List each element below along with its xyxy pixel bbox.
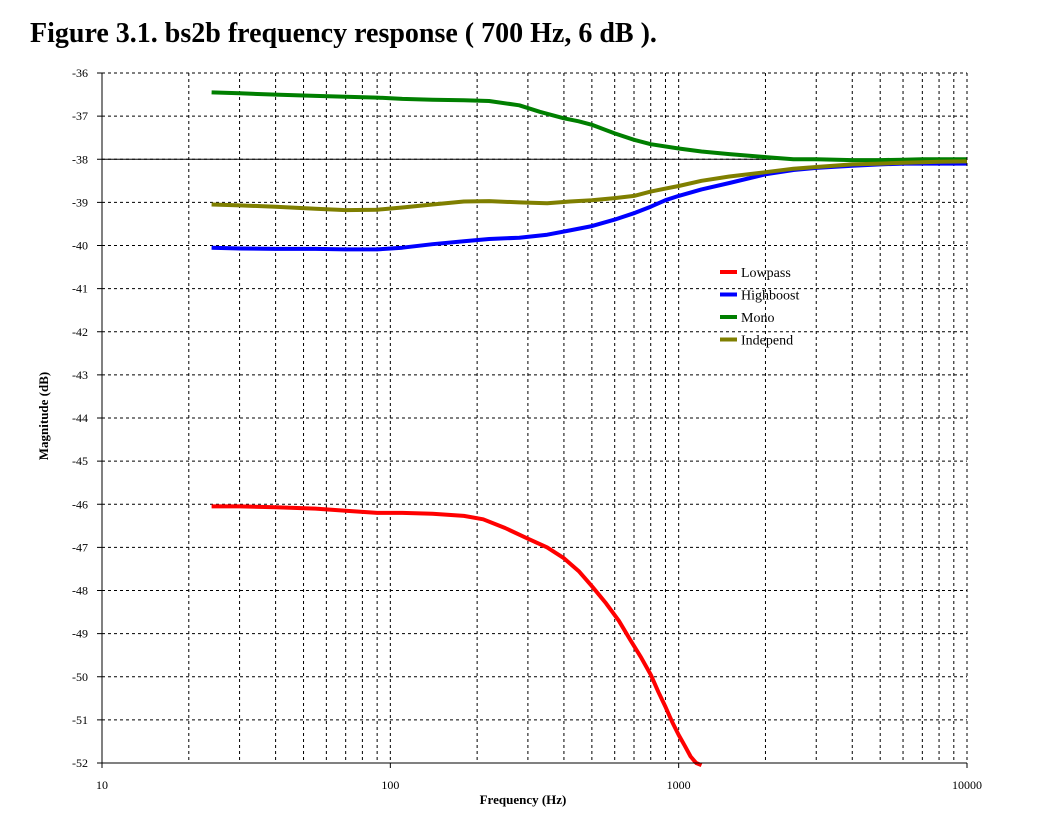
- series-line-independ: [211, 159, 968, 213]
- y-tick-label: -40: [72, 239, 88, 253]
- y-tick-label: -51: [72, 713, 88, 727]
- series-line-highboost: [211, 161, 967, 252]
- y-tick-label: -46: [72, 497, 88, 511]
- x-tick-label: 10: [96, 778, 108, 792]
- y-tick-label: -37: [72, 109, 88, 123]
- series-line-mono: [211, 90, 967, 163]
- legend-label-mono: Mono: [741, 311, 774, 326]
- y-tick-label: -43: [72, 368, 88, 382]
- y-tick-label: -50: [72, 670, 88, 684]
- series-layer: [211, 90, 968, 768]
- x-axis-label: Frequency (Hz): [480, 792, 567, 807]
- y-tick-label: -41: [72, 282, 88, 296]
- x-tick-label: 10000: [952, 778, 982, 792]
- legend-label-lowpass: Lowpass: [741, 266, 791, 281]
- y-tick-label: -36: [72, 66, 88, 80]
- y-axis-label: Magnitude (dB): [36, 372, 51, 460]
- y-tick-label: -38: [72, 152, 88, 166]
- series-line-lowpass: [211, 504, 703, 768]
- y-tick-label: -42: [72, 325, 88, 339]
- y-tick-label: -39: [72, 195, 88, 209]
- x-tick-label: 1000: [667, 778, 691, 792]
- y-tick-label: -49: [72, 627, 88, 641]
- figure-title: Figure 3.1. bs2b frequency response ( 70…: [30, 18, 657, 49]
- y-tick-label: -45: [72, 454, 88, 468]
- legend-label-independ: Independ: [741, 334, 793, 349]
- grid: [101, 72, 967, 764]
- legend-label-highboost: Highboost: [741, 289, 799, 304]
- y-tick-label: -52: [72, 756, 88, 770]
- x-tick-label: 100: [381, 778, 399, 792]
- y-tick-label: -44: [72, 411, 88, 425]
- legend: Lowpass Highboost Mono Independ: [720, 266, 799, 349]
- y-tick-label: -47: [72, 540, 88, 554]
- y-tick-label: -48: [72, 584, 88, 598]
- tick-labels: -36 -37 -38 -39 -40 -41 -42 -43 -44 -45 -46 -47 -48 -…: [72, 66, 982, 792]
